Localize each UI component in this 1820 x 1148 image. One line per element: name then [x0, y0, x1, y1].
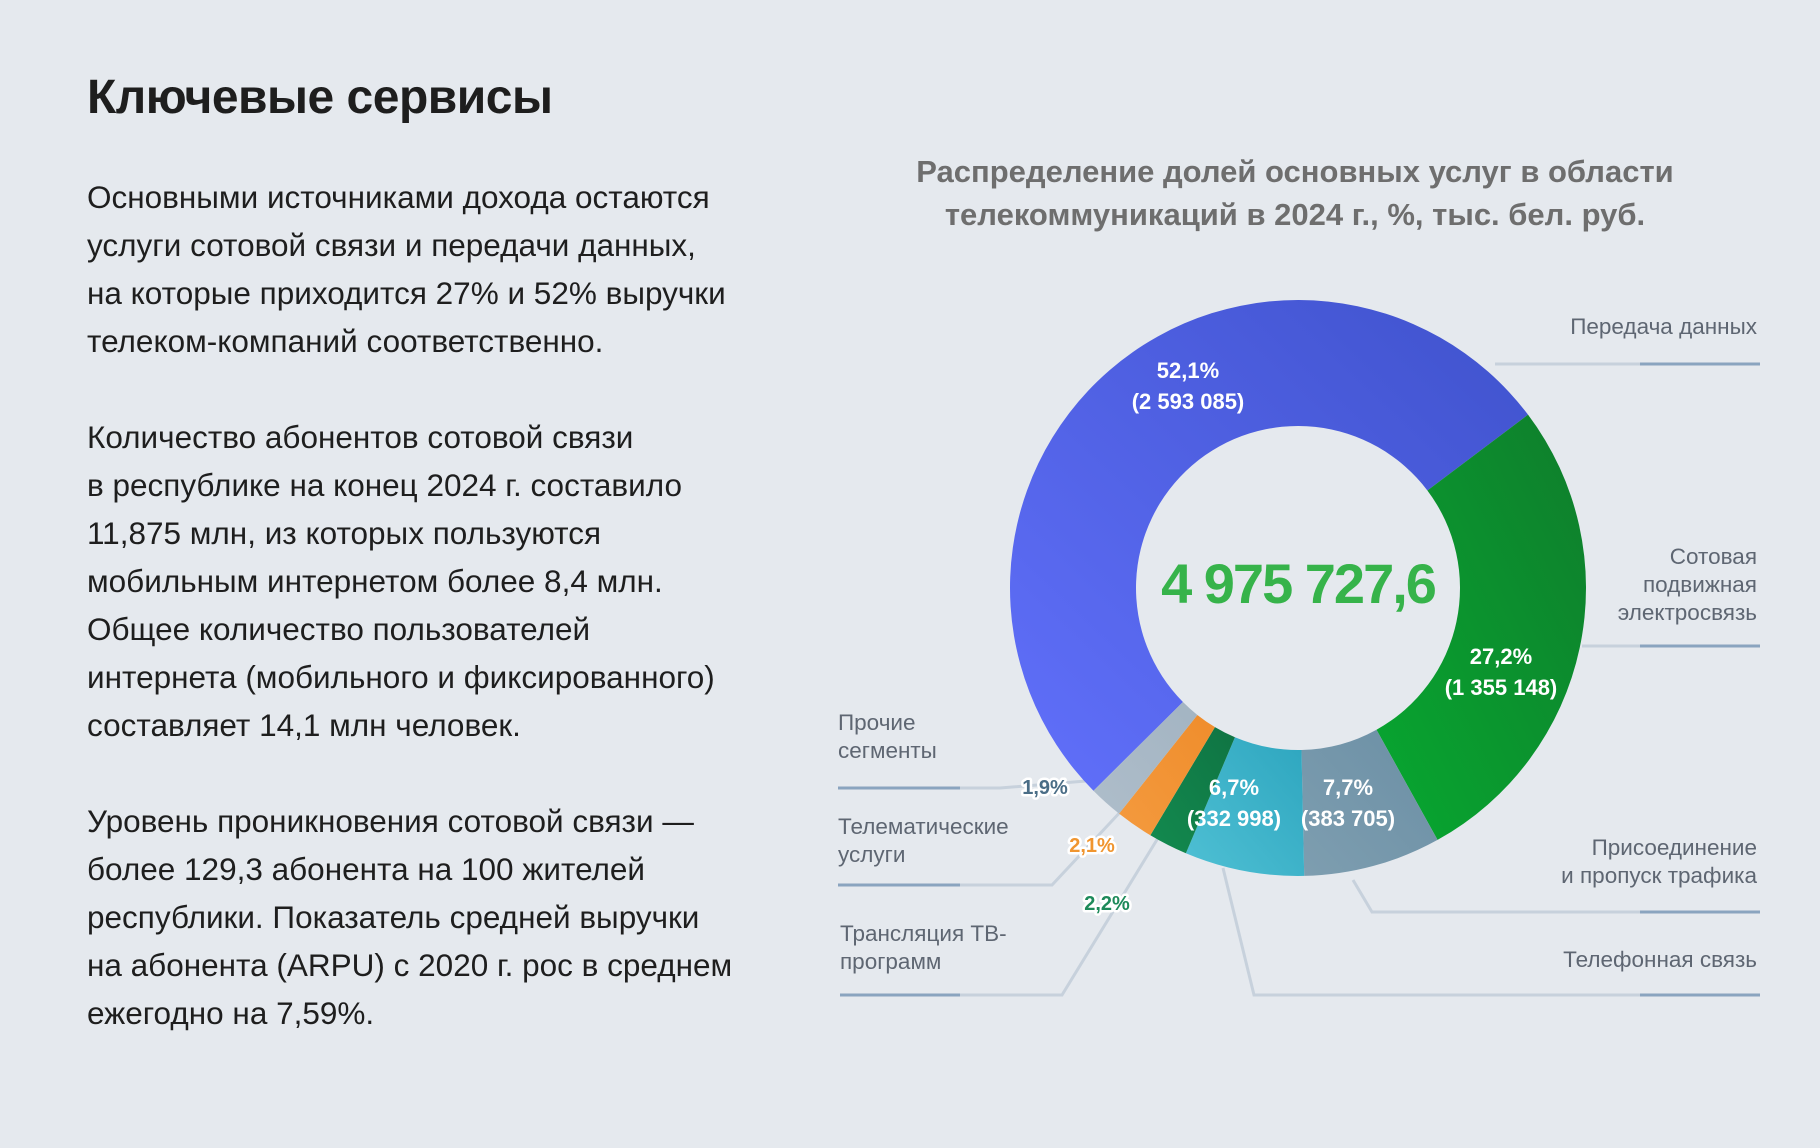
slice-присоединение-и-пропуск-трафика	[1301, 729, 1438, 876]
category-label-телематические-услуги: Телематические услуги	[838, 814, 1009, 867]
slice-прочие-сегменты	[1093, 702, 1198, 814]
slice-трансляция-тв-программ	[1150, 727, 1235, 854]
slice-label-присоединение-и-пропуск-трафика: 7,7% (383 705)	[1301, 775, 1395, 831]
leader-lines	[838, 362, 1760, 997]
slice-телефонная-связь	[1185, 737, 1305, 876]
slice-передача-данных	[1010, 300, 1529, 791]
total-value: 4 975 727,6	[1161, 552, 1436, 615]
category-label-сотовая-подвижная-электросвязь: Сотовая подвижная электросвязь	[1618, 544, 1757, 625]
category-label-передача-данных: Передача данных	[1570, 314, 1758, 339]
leader-присоединение-и-пропуск-трафика	[1351, 879, 1760, 914]
chart-title: Распределение долей основных услуг в обл…	[916, 154, 1674, 232]
paragraph-penetration: Уровень проникновения сотовой связи — бо…	[87, 803, 733, 1031]
category-label-прочие-сегменты: Прочие сегменты	[838, 710, 937, 763]
category-label-присоединение-и-пропуск-трафика: Присоединение и пропуск трафика	[1561, 835, 1757, 888]
leader-телефонная-связь	[1221, 867, 1760, 997]
leader-трансляция-тв-программ	[840, 837, 1160, 997]
slice-label-трансляция-тв-программ: 2,2%	[1084, 893, 1130, 915]
donut-slices	[1010, 300, 1586, 876]
text-column: Ключевые сервисы Основными источниками д…	[87, 70, 787, 1085]
category-labels: Передача данных Сотовая подвижная электросв…	[838, 314, 1758, 974]
leader-телематические-услуги	[838, 806, 1126, 887]
paragraph-subscribers: Количество абонентов сотовой связи в рес…	[87, 419, 715, 743]
leader-прочие-сегменты	[838, 778, 1099, 790]
slice-label-прочие-сегменты: 1,9%	[1022, 777, 1068, 799]
slice-сотовая-подвижная-электросвязь	[1376, 414, 1586, 840]
paragraph-revenue: Основными источниками дохода остаются ус…	[87, 179, 726, 359]
page-heading: Ключевые сервисы	[87, 71, 553, 124]
category-label-телефонная-связь: Телефонная связь	[1563, 947, 1757, 972]
slice-label-телефонная-связь: 6,7% (332 998)	[1187, 775, 1281, 831]
slice-label-телематические-услуги: 2,1%	[1069, 835, 1115, 857]
category-label-трансляция-тв-программ: Трансляция ТВ-программ	[840, 921, 1007, 974]
slice-телематические-услуги	[1119, 714, 1215, 836]
slice-label-передача-данных: 52,1% (2 593 085)	[1132, 358, 1245, 414]
slice-label-сотовая-подвижная-электросвязь: 27,2% (1 355 148)	[1445, 644, 1558, 700]
slice-labels: 52,1% (2 593 085) 27,2% (1 355 148) 7,7% (383…	[1020, 358, 1558, 918]
